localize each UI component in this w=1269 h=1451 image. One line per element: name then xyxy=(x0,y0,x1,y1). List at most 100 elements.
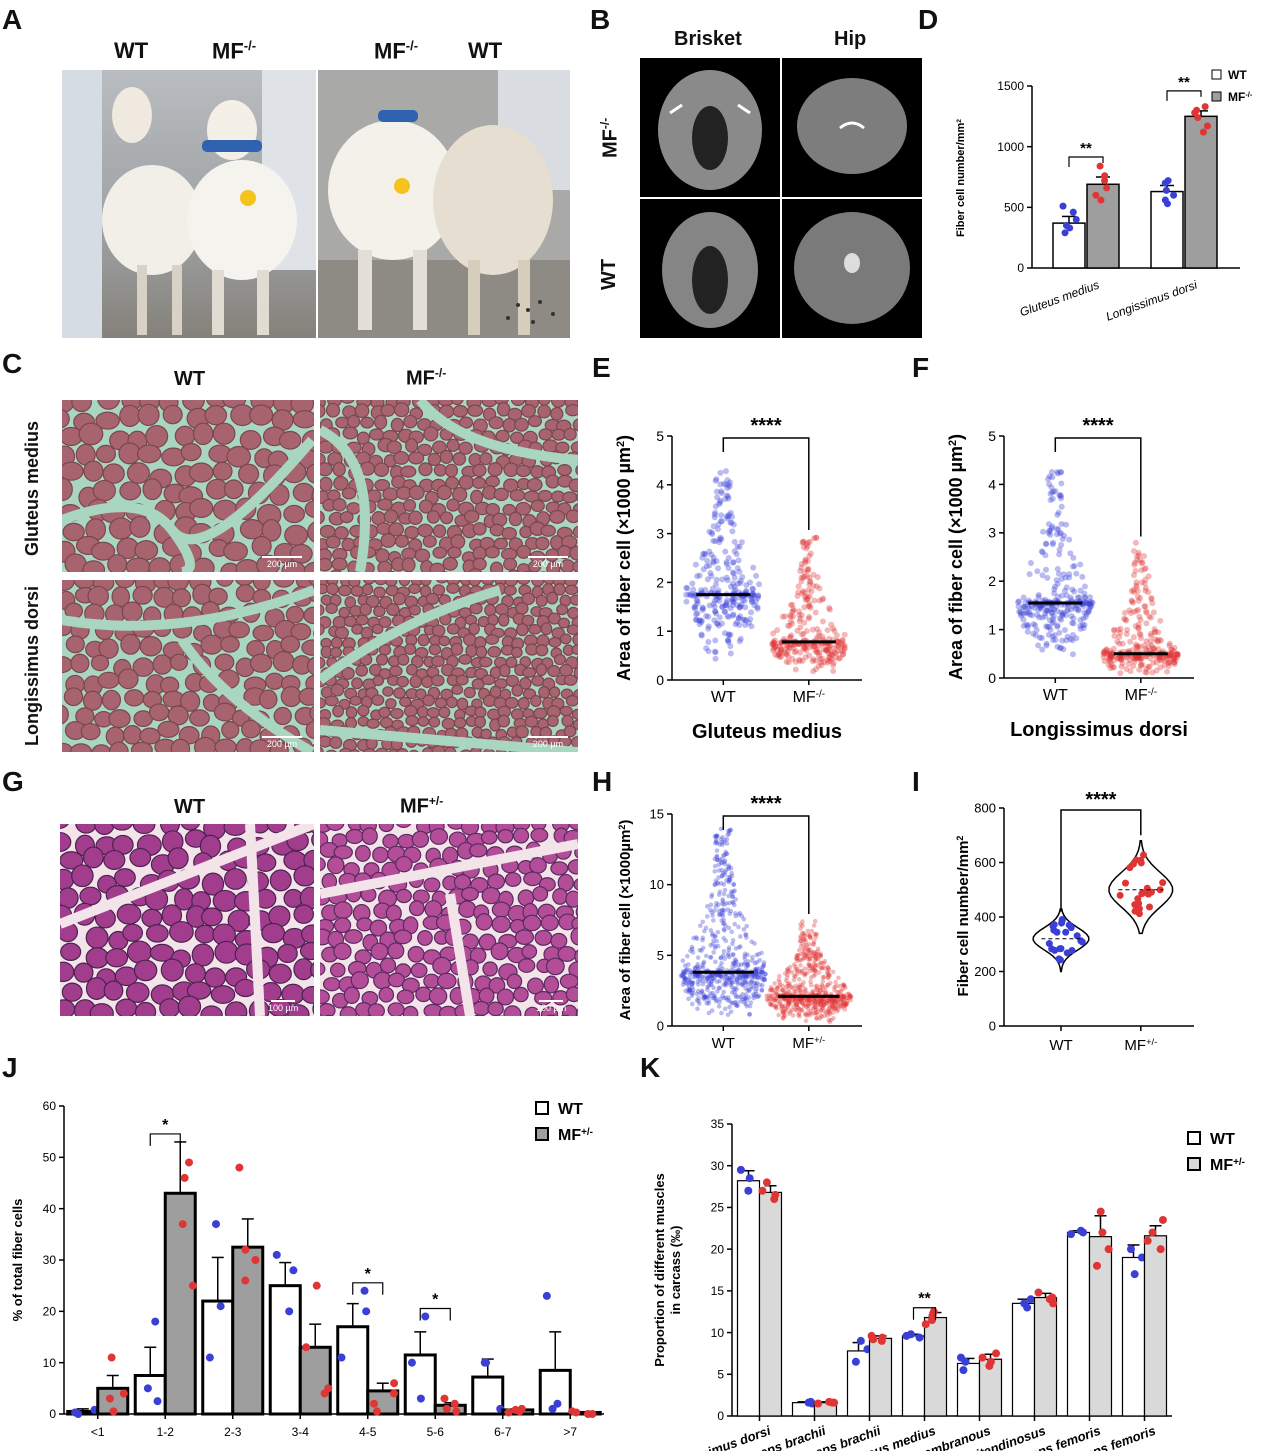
data-point xyxy=(824,627,831,634)
data-point xyxy=(705,976,710,982)
data-point xyxy=(720,966,726,972)
data-point xyxy=(796,977,802,982)
data-point xyxy=(722,981,728,987)
data-point xyxy=(713,839,719,845)
data-point xyxy=(777,973,782,979)
data-point xyxy=(814,634,821,641)
y-axis-label: Area of fiber cell (×1000µm2) xyxy=(617,820,634,1021)
data-point xyxy=(816,597,823,604)
data-point xyxy=(1045,476,1052,483)
data-point xyxy=(775,984,781,990)
data-point xyxy=(724,477,731,484)
data-point xyxy=(786,1000,791,1006)
data-point xyxy=(801,955,807,961)
data-point xyxy=(777,999,783,1004)
data-point xyxy=(798,957,804,963)
data-point xyxy=(1132,567,1139,574)
data-point xyxy=(841,993,846,999)
data-point xyxy=(801,604,808,611)
data-point xyxy=(235,1163,244,1172)
data-point xyxy=(1143,647,1150,654)
data-point xyxy=(824,647,831,654)
data-point xyxy=(1068,946,1076,954)
data-point xyxy=(692,973,698,979)
data-point xyxy=(696,617,703,624)
data-point xyxy=(1135,625,1142,632)
data-point xyxy=(736,622,743,629)
data-point xyxy=(1067,594,1074,601)
data-point xyxy=(1138,560,1145,567)
data-point xyxy=(1143,609,1150,616)
data-point xyxy=(707,973,713,979)
data-point xyxy=(1143,638,1150,645)
data-point xyxy=(1081,609,1088,616)
data-point xyxy=(1137,595,1144,602)
data-point xyxy=(767,987,773,993)
data-point xyxy=(706,975,711,981)
data-point xyxy=(708,955,713,960)
data-point xyxy=(1059,202,1067,210)
data-point xyxy=(811,939,817,944)
data-point xyxy=(785,967,790,973)
data-point xyxy=(820,965,825,970)
data-point xyxy=(778,1002,784,1007)
data-point xyxy=(716,614,723,621)
data-point xyxy=(812,1005,817,1010)
data-point xyxy=(722,853,727,858)
data-point xyxy=(807,932,813,938)
data-point xyxy=(807,956,813,961)
data-point xyxy=(780,1016,786,1021)
data-point xyxy=(692,561,699,568)
data-point xyxy=(780,983,785,989)
data-point xyxy=(777,1001,782,1007)
data-point xyxy=(726,864,732,870)
data-point xyxy=(1109,664,1116,671)
data-point xyxy=(696,998,701,1004)
data-point xyxy=(1062,612,1069,619)
data-point xyxy=(731,538,738,545)
data-point xyxy=(752,598,759,605)
data-point xyxy=(816,649,823,656)
data-point xyxy=(734,977,740,982)
data-point xyxy=(1146,643,1153,650)
data-point xyxy=(1080,603,1087,610)
data-point xyxy=(720,910,726,916)
data-point xyxy=(1135,910,1143,918)
data-point xyxy=(795,969,800,974)
data-point xyxy=(817,1000,823,1005)
data-point xyxy=(797,1007,802,1012)
data-point xyxy=(731,900,736,905)
data-point xyxy=(807,997,812,1003)
data-point xyxy=(1130,572,1137,579)
data-point xyxy=(825,642,832,649)
data-point xyxy=(738,994,744,1000)
data-point xyxy=(713,878,719,884)
data-point xyxy=(789,970,795,975)
data-point xyxy=(1054,526,1061,533)
data-point xyxy=(747,1012,753,1017)
data-point xyxy=(808,935,814,941)
data-point xyxy=(681,971,687,977)
data-point xyxy=(714,853,720,859)
data-point xyxy=(800,996,805,1002)
data-point xyxy=(1116,891,1124,899)
data-point xyxy=(814,574,821,581)
data-point xyxy=(801,930,806,936)
data-point xyxy=(684,968,689,974)
data-point xyxy=(1072,605,1079,612)
data-point xyxy=(744,997,750,1003)
data-point xyxy=(818,1008,824,1013)
data-point xyxy=(804,1013,810,1018)
data-point xyxy=(1018,612,1025,619)
data-point xyxy=(1101,177,1109,185)
y-tick-label: 0 xyxy=(49,1407,56,1421)
data-point xyxy=(1049,620,1056,627)
data-point xyxy=(727,643,734,650)
significance-label: * xyxy=(365,1266,372,1283)
data-point xyxy=(744,965,749,971)
data-point xyxy=(1081,590,1088,597)
data-point xyxy=(805,946,811,952)
a-right-wt: WT xyxy=(468,38,503,63)
data-point xyxy=(800,936,806,942)
